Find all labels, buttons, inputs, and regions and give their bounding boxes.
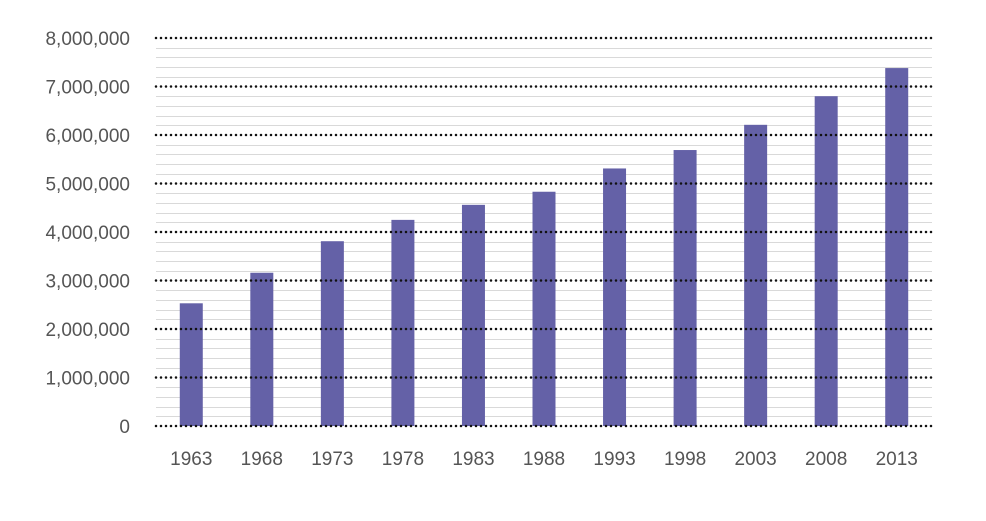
y-axis-tick-labels: 0 1,000,000 2,000,000 3,000,000 4,000,000 5,0… <box>45 29 130 438</box>
x-tick-label: 1978 <box>382 449 424 470</box>
bar <box>885 68 909 426</box>
y-tick-label: 6,000,000 <box>45 126 130 147</box>
x-tick-label: 1988 <box>523 449 565 470</box>
x-tick-label: 2013 <box>876 449 918 470</box>
x-tick-label: 1973 <box>311 449 353 470</box>
bar <box>744 124 768 426</box>
bar <box>320 241 344 426</box>
x-tick-label: 1963 <box>170 449 212 470</box>
y-tick-label: 7,000,000 <box>45 78 130 99</box>
bar <box>179 303 203 426</box>
x-tick-label: 1993 <box>593 449 635 470</box>
y-tick-label: 5,000,000 <box>45 175 130 196</box>
bar <box>250 272 274 426</box>
bar <box>532 191 556 426</box>
bar-series <box>179 68 909 426</box>
y-tick-label: 2,000,000 <box>45 320 130 341</box>
bar <box>461 204 485 426</box>
x-tick-label: 2008 <box>805 449 847 470</box>
bar <box>814 96 838 426</box>
x-tick-label: 1998 <box>664 449 706 470</box>
y-tick-label: 8,000,000 <box>45 29 130 50</box>
y-tick-label: 0 <box>119 417 130 438</box>
y-tick-label: 3,000,000 <box>45 272 130 293</box>
bar <box>603 168 627 426</box>
x-axis-tick-labels: 1963 1968 1973 1978 1983 1988 1993 1998 2003 2008… <box>170 449 918 470</box>
y-tick-label: 4,000,000 <box>45 223 130 244</box>
x-tick-label: 1968 <box>241 449 283 470</box>
bar <box>673 150 697 426</box>
bar <box>391 219 415 426</box>
major-gridlines <box>154 36 934 428</box>
y-tick-label: 1,000,000 <box>45 369 130 390</box>
x-tick-label: 1983 <box>452 449 494 470</box>
x-tick-label: 2003 <box>734 449 776 470</box>
